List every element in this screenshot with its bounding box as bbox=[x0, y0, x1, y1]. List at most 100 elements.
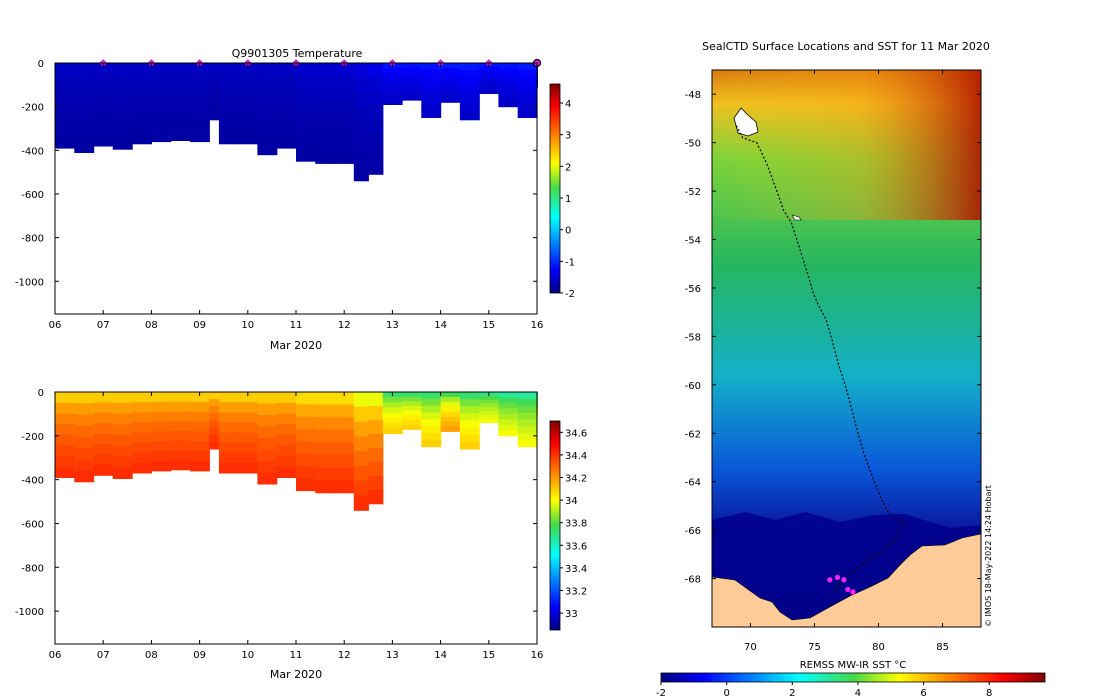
section-cell bbox=[276, 116, 297, 128]
tick-label: -400 bbox=[21, 476, 44, 487]
section-cell bbox=[382, 412, 403, 419]
section-cell bbox=[112, 413, 133, 425]
section-cell bbox=[257, 120, 278, 133]
section-cell bbox=[238, 402, 259, 413]
section-cell bbox=[334, 392, 355, 406]
tick-label: 07 bbox=[97, 650, 110, 661]
map-latitude-ticks: -48 -50 -52 -54 -56 -58 -60 -62 -64 -66 -68 bbox=[685, 90, 981, 586]
section-cell bbox=[151, 82, 172, 93]
section-cell bbox=[151, 401, 172, 413]
section-cell bbox=[218, 412, 239, 423]
section-cell bbox=[276, 445, 297, 457]
section-cell bbox=[209, 392, 220, 400]
section-cell bbox=[479, 415, 500, 420]
section-cell bbox=[498, 408, 519, 415]
section-cell bbox=[440, 72, 461, 79]
tick-label: -200 bbox=[21, 432, 44, 443]
section-cell bbox=[440, 411, 461, 418]
tick-label: 10 bbox=[241, 320, 254, 331]
section-cell bbox=[498, 403, 519, 409]
tick-label: 33.6 bbox=[565, 541, 587, 552]
section-cell bbox=[315, 138, 336, 152]
section-cell bbox=[296, 466, 316, 479]
section-cell bbox=[93, 104, 114, 116]
section-cell bbox=[421, 63, 442, 71]
section-cell bbox=[353, 480, 369, 496]
section-cell bbox=[334, 88, 355, 102]
section-cell bbox=[459, 77, 480, 85]
section-cell bbox=[440, 416, 461, 423]
section-cell bbox=[151, 431, 172, 442]
section-cell bbox=[55, 434, 75, 446]
section-cell bbox=[296, 136, 316, 150]
section-cell bbox=[440, 87, 461, 93]
tick-label: 8 bbox=[986, 688, 992, 699]
section-cell bbox=[257, 131, 278, 144]
section-cell bbox=[498, 430, 519, 437]
tick-label: 2 bbox=[789, 688, 795, 699]
tick-label: 16 bbox=[531, 650, 544, 661]
section-cell bbox=[74, 130, 95, 142]
section-cell bbox=[112, 424, 133, 436]
section-cell bbox=[353, 63, 369, 79]
salinity-colorbar-ticks: 34.6 34.4 34.2 34 33.8 33.6 33.4 33.2 33 bbox=[560, 428, 587, 620]
section-cell bbox=[218, 73, 239, 84]
sst-colorbar bbox=[660, 672, 1046, 683]
section-cell bbox=[74, 414, 95, 427]
section-cell bbox=[296, 87, 316, 101]
tick-label: -62 bbox=[685, 429, 701, 440]
section-cell bbox=[517, 392, 538, 400]
section-cell bbox=[209, 70, 220, 78]
section-cell bbox=[218, 103, 239, 114]
section-cell bbox=[353, 406, 369, 423]
section-cell bbox=[421, 110, 442, 118]
tick-label: 0 bbox=[38, 59, 44, 70]
section-cell bbox=[459, 434, 480, 443]
section-cell bbox=[190, 431, 210, 442]
section-cell bbox=[382, 73, 403, 80]
section-cell bbox=[479, 403, 500, 408]
section-cell bbox=[334, 63, 355, 76]
section-cell bbox=[421, 103, 442, 112]
tick-label: 3 bbox=[565, 131, 571, 142]
section-cell bbox=[257, 449, 278, 462]
section-cell bbox=[74, 107, 95, 120]
section-cell bbox=[368, 146, 384, 161]
temperature-section-plot: Q9901305 Temperature 06 07 08 09 10 11 12 13 14 1… bbox=[15, 47, 575, 352]
section-cell bbox=[93, 402, 114, 414]
section-cell bbox=[459, 63, 480, 71]
tick-label: 0 bbox=[565, 226, 571, 237]
section-cell bbox=[368, 118, 384, 134]
section-cell bbox=[190, 92, 210, 103]
temperature-x-ticks: 06 07 08 09 10 11 12 13 14 15 16 bbox=[49, 63, 543, 331]
map-title: SealCTD Surface Locations and SST for 11… bbox=[702, 40, 990, 53]
section-cell bbox=[238, 83, 259, 94]
section-cell bbox=[382, 68, 403, 74]
seal-track bbox=[735, 125, 905, 594]
section-cell bbox=[459, 70, 480, 78]
section-cell bbox=[151, 121, 172, 133]
section-cell bbox=[132, 432, 152, 444]
salinity-colorbar bbox=[549, 420, 561, 631]
section-cell bbox=[55, 424, 75, 436]
section-cell bbox=[257, 63, 278, 75]
section-cell bbox=[402, 406, 422, 412]
section-cell bbox=[459, 427, 480, 436]
section-cell bbox=[209, 441, 220, 450]
section-cell bbox=[459, 392, 480, 400]
tick-label: 12 bbox=[338, 320, 351, 331]
tick-label: -2 bbox=[656, 688, 666, 699]
section-cell bbox=[402, 86, 422, 92]
sst-colorbar-ticks: -2 0 2 4 6 8 bbox=[656, 682, 992, 699]
section-cell bbox=[498, 101, 519, 108]
section-cell bbox=[55, 63, 75, 75]
section-cell bbox=[479, 395, 500, 401]
section-cell bbox=[459, 441, 480, 450]
tick-label: -600 bbox=[21, 190, 44, 201]
section-cell bbox=[402, 67, 422, 73]
section-cell bbox=[517, 419, 538, 427]
section-cell bbox=[170, 92, 191, 103]
tick-label: 08 bbox=[145, 650, 158, 661]
tick-label: 14 bbox=[434, 650, 447, 661]
section-cell bbox=[190, 461, 210, 472]
